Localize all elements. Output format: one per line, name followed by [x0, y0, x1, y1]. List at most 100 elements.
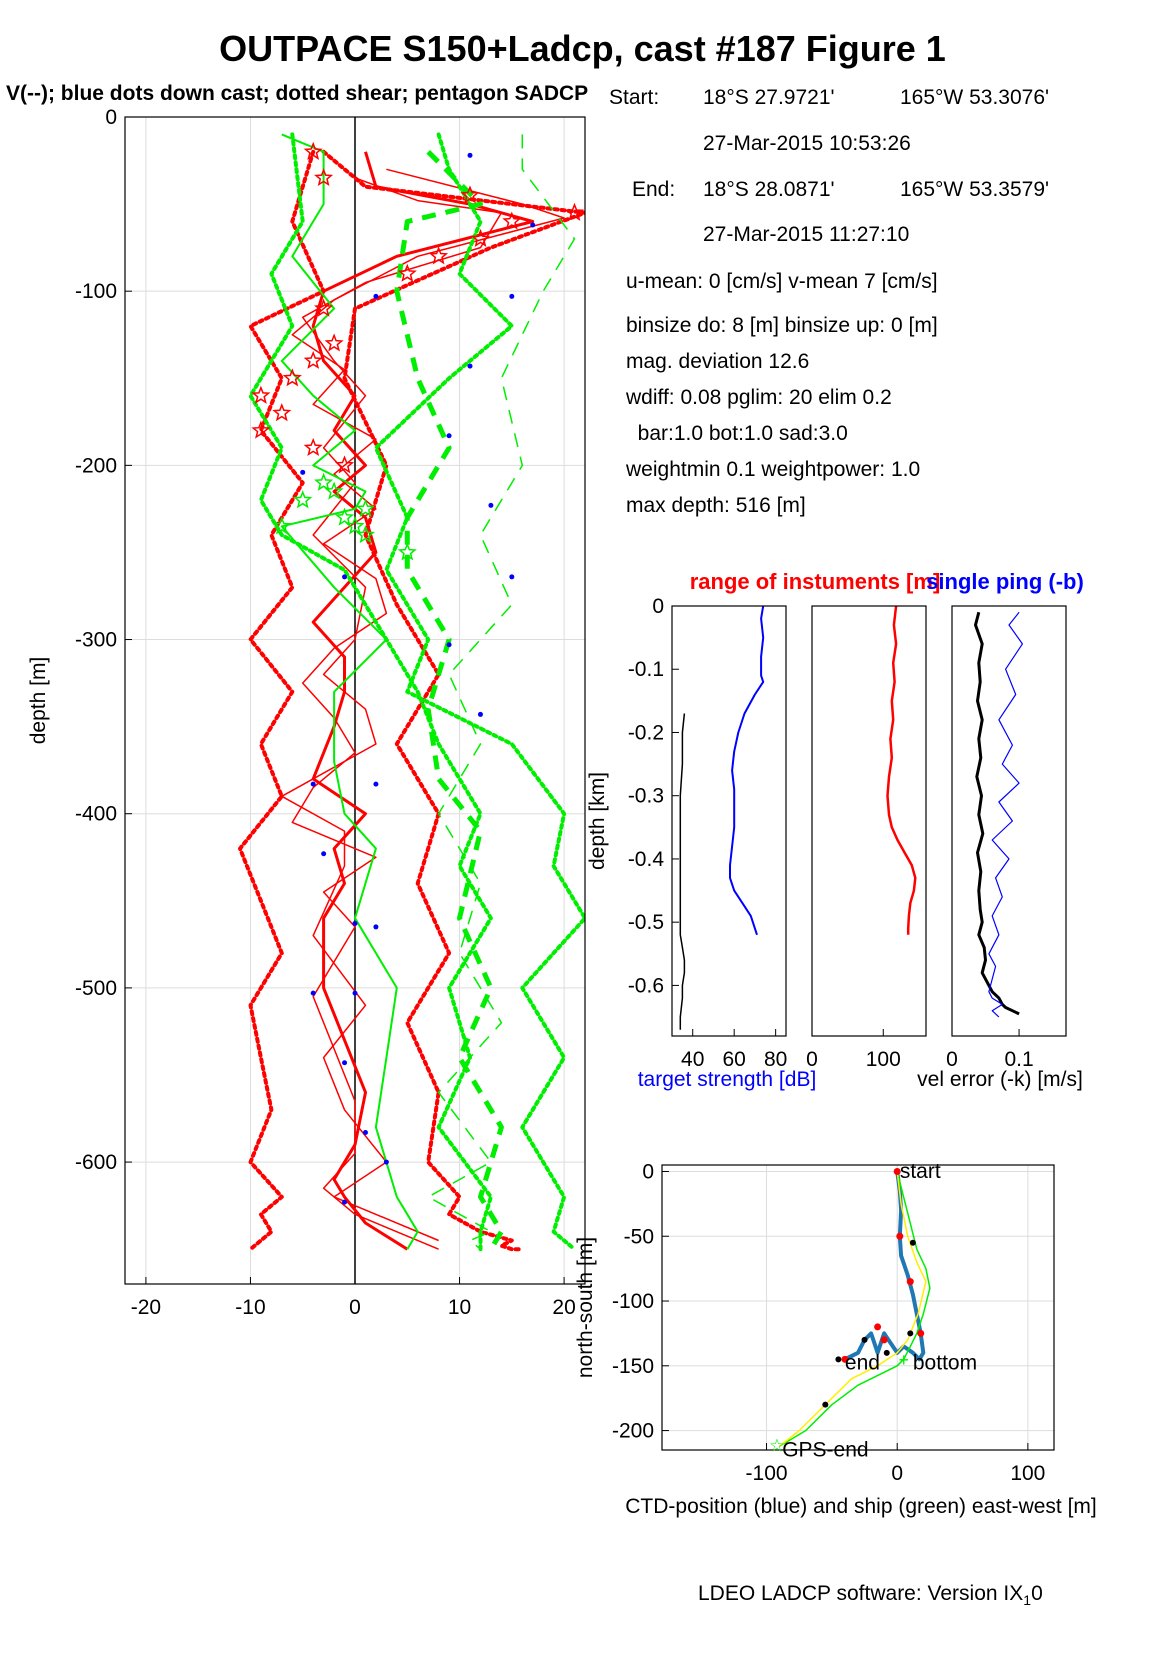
main_profile-frame: [124, 116, 586, 1285]
end-lat: 18°S 28.0871': [703, 178, 835, 201]
position-ytick-label-1: -50: [624, 1225, 654, 1248]
position-xtick-label-0: -100: [746, 1462, 788, 1485]
vel_error-xtick-label-0: 0: [946, 1048, 958, 1071]
pos-bottom-marker: +: [898, 1350, 909, 1370]
pos-red-dot: [841, 1355, 849, 1363]
range-plot-area: [886, 606, 917, 935]
target_strength-xtick-label-0: 40: [681, 1048, 704, 1071]
main-blue-dot: [530, 222, 536, 228]
main-blue-dot: [477, 711, 483, 717]
vel_error-background: [952, 606, 1066, 1036]
main-blue-dot: [342, 1060, 348, 1066]
pos-label-end: end: [845, 1352, 880, 1375]
target_strength-frame: [671, 605, 787, 1037]
target_strength-ytick-label-4: -0.4: [628, 848, 665, 871]
position-xtick-label-1: 0: [891, 1462, 903, 1485]
pos-black-dot: [835, 1356, 842, 1363]
main_profile-series-2: [281, 177, 503, 1242]
pos-red-dot: [906, 1278, 914, 1286]
max-depth: max depth: 516 [m]: [626, 494, 806, 517]
target_strength-ytick-label-2: -0.2: [628, 721, 664, 744]
main-sadcp-star: [564, 202, 585, 221]
position-ytick-label-4: -200: [612, 1420, 654, 1443]
target_strength-series-1: [679, 713, 686, 1030]
start-time: 27-Mar-2015 10:53:26: [703, 132, 911, 155]
main-blue-dot: [488, 502, 494, 508]
main_profile-ytick-label-6: -600: [75, 1151, 117, 1174]
main-sadcp-star: [293, 490, 313, 509]
target_strength-panel: [672, 606, 786, 1036]
pos-red-dot: [896, 1232, 904, 1240]
main-blue-dot: [352, 990, 358, 996]
position-ytick-label-3: -150: [612, 1355, 654, 1378]
range-background: [812, 606, 926, 1036]
main-sadcp-star: [502, 211, 522, 230]
main-blue-dot: [310, 781, 316, 787]
main-sadcp-star: [429, 246, 449, 265]
start-lon: 165°W 53.3076': [900, 86, 1050, 109]
main-blue-dot: [310, 990, 316, 996]
vel-error-xlabel: vel error (-k) [m/s]: [917, 1068, 1083, 1091]
main_profile-ytick-label-3: -300: [75, 629, 117, 652]
range-xtick-label-1: 100: [866, 1048, 901, 1071]
start-lat: 18°S 27.9721': [703, 86, 835, 109]
pos-red-dot: [917, 1329, 925, 1337]
figure-subtitle: V(--); blue dots down cast; dotted shear…: [6, 82, 589, 105]
range-frame: [811, 605, 927, 1037]
bar-bot-sad: bar:1.0 bot:1.0 sad:3.0: [626, 422, 848, 445]
pos-label-bottom: bottom: [913, 1352, 977, 1375]
main_profile-series-6: [373, 132, 585, 1252]
pos-xlabel: CTD-position (blue) and ship (green) eas…: [625, 1495, 1097, 1518]
main-blue-dot: [509, 574, 515, 580]
main-sadcp-star: [303, 437, 323, 457]
weight: weightmin 0.1 weightpower: 1.0: [626, 458, 921, 481]
pos-label-gps-end: GPS-end: [782, 1438, 868, 1461]
vel_error-plot-area: [974, 611, 1024, 1018]
single-ping-title: single ping (-b): [926, 569, 1084, 594]
main-blue-dot: [383, 1159, 389, 1165]
target_strength-ytick-label-0: 0: [652, 595, 664, 618]
main-sadcp-star: [345, 516, 365, 535]
main-blue-dot: [446, 433, 452, 439]
range-xtick-label-0: 0: [806, 1048, 818, 1071]
pos-black-dot: [909, 1239, 916, 1246]
main-sadcp-star: [355, 498, 376, 518]
vel_error-series-1: [988, 611, 1024, 1018]
end-lon: 165°W 53.3579': [900, 178, 1050, 201]
main-sadcp-star: [460, 185, 480, 204]
target_strength-xtick-label-1: 60: [723, 1048, 746, 1071]
vel_error-xtick-label-1: 0.1: [1004, 1048, 1033, 1071]
range-series-0: [886, 606, 917, 935]
position-background: [662, 1165, 1054, 1450]
main-sadcp-star: [324, 333, 344, 352]
position-ytick-label-0: 0: [642, 1160, 654, 1183]
main_profile-ytick-label-4: -400: [75, 803, 117, 826]
range-panel: [812, 606, 926, 1036]
main-sadcp-star: [397, 263, 417, 282]
main-sadcp-star: [314, 167, 334, 187]
target_strength-xtick-label-2: 80: [764, 1048, 787, 1071]
main-sadcp-star: [303, 350, 323, 369]
position-plot-area: [779, 1167, 931, 1447]
main_profile-xtick-label-3: 10: [448, 1296, 471, 1319]
pos-black-dot: [883, 1349, 890, 1356]
main_profile-xtick-label-0: -20: [131, 1296, 161, 1319]
main-sadcp-star: [251, 420, 271, 439]
end-time: 27-Mar-2015 11:27:10: [703, 223, 910, 246]
target_strength-background: [672, 606, 786, 1036]
main_profile-xtick-label-4: 20: [552, 1296, 575, 1319]
main-sadcp-star: [334, 455, 355, 474]
ts-xlabel: target strength [dB]: [638, 1068, 817, 1091]
wdiff: wdiff: 0.08 pglim: 20 elim 0.2: [626, 386, 892, 409]
main-ylabel: depth [m]: [27, 657, 50, 745]
pos-red-dot: [893, 1167, 901, 1175]
pos-label-start: start: [900, 1160, 941, 1183]
main-blue-dot: [446, 642, 452, 648]
main-sadcp-star: [272, 516, 292, 535]
position-frame: [661, 1164, 1055, 1451]
main-blue-dot: [467, 363, 473, 369]
figure-title: OUTPACE S150+Ladcp, cast #187 Figure 1: [219, 28, 946, 69]
main-blue-dot: [362, 1129, 368, 1135]
main-sadcp-star: [470, 228, 491, 248]
